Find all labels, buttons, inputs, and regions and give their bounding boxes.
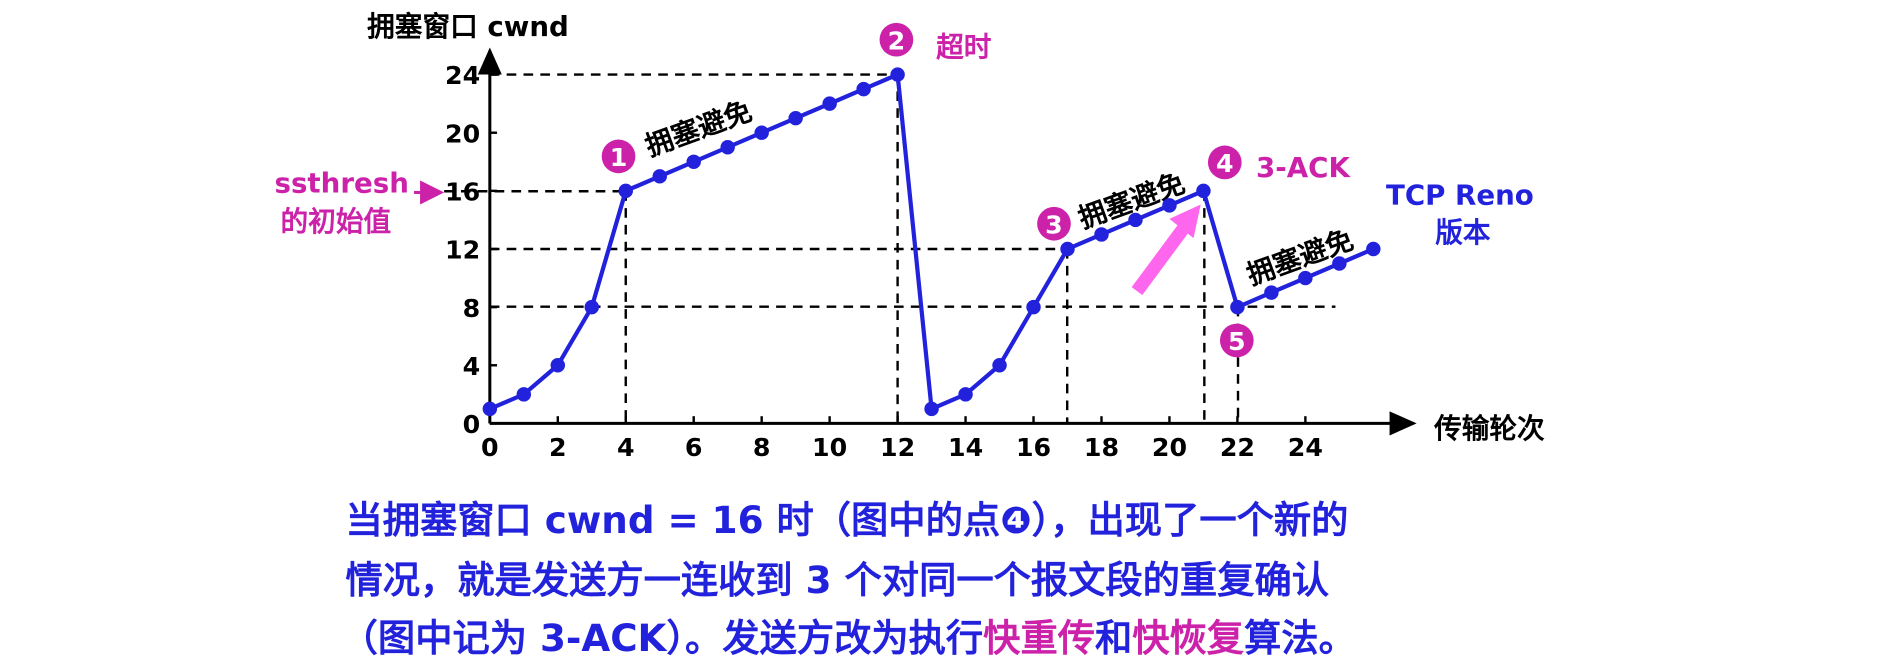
data-point bbox=[686, 154, 701, 170]
data-point bbox=[1094, 227, 1109, 242]
x-tick-label: 20 bbox=[1152, 433, 1187, 462]
data-point bbox=[1162, 198, 1177, 213]
x-tick-label: 4 bbox=[617, 433, 635, 462]
marker-label: 2 bbox=[888, 26, 906, 55]
x-tick-label: 12 bbox=[880, 433, 915, 462]
reno-label: TCP Reno bbox=[1386, 178, 1534, 211]
data-point bbox=[516, 387, 532, 402]
data-point bbox=[754, 125, 769, 140]
data-point bbox=[856, 81, 871, 97]
y-tick-label: 4 bbox=[463, 352, 481, 381]
data-point bbox=[618, 183, 633, 199]
data-point bbox=[1060, 241, 1075, 257]
ack-label: 3-ACK bbox=[1256, 151, 1351, 184]
data-point bbox=[550, 358, 566, 373]
timeout-label: 超时 bbox=[936, 31, 992, 64]
x-tick-label: 2 bbox=[549, 433, 567, 462]
data-point bbox=[992, 358, 1007, 373]
data-point bbox=[924, 401, 939, 417]
data-point bbox=[584, 299, 599, 315]
x-tick-label: 24 bbox=[1288, 433, 1323, 462]
ssthresh-label: ssthresh bbox=[275, 166, 409, 199]
x-tick-label: 16 bbox=[1016, 433, 1051, 462]
y-tick-label: 20 bbox=[445, 119, 480, 148]
data-point bbox=[1196, 183, 1211, 199]
y-tick-label: 24 bbox=[445, 61, 480, 90]
data-point bbox=[890, 67, 905, 82]
data-point bbox=[720, 140, 735, 155]
reno-label: 版本 bbox=[1435, 216, 1491, 249]
data-point bbox=[1026, 299, 1041, 315]
guides bbox=[427, 73, 1336, 424]
y-tick-label: 0 bbox=[463, 410, 481, 439]
y-tick-label: 12 bbox=[445, 236, 480, 265]
data-point bbox=[822, 96, 837, 111]
data-point bbox=[1128, 212, 1143, 228]
data-point bbox=[652, 169, 667, 184]
y-axis-label: 拥塞窗口 cwnd bbox=[367, 10, 569, 43]
marker-circle bbox=[1037, 206, 1071, 241]
data-point bbox=[1230, 299, 1245, 315]
x-tick-label: 6 bbox=[685, 433, 703, 462]
marker-circle bbox=[1219, 323, 1254, 358]
x-tick-label: 10 bbox=[812, 433, 847, 462]
x-tick-label: 18 bbox=[1084, 433, 1119, 462]
data-point bbox=[1264, 285, 1279, 300]
data-point bbox=[1366, 241, 1381, 257]
caption-segment: 当拥塞窗口 cwnd = 16 时（图中的点❹），出现了一个新的 bbox=[345, 498, 1348, 542]
x-tick-label: 14 bbox=[948, 433, 983, 462]
x-tick-label: 8 bbox=[753, 433, 771, 462]
caption-line: （图中记为 3-ACK）。发送方改为执行快重传和快恢复算法。 bbox=[341, 616, 1356, 660]
x-tick-label: 22 bbox=[1220, 433, 1255, 462]
marker-circle bbox=[1207, 145, 1242, 180]
marker-circle bbox=[879, 22, 914, 57]
y-tick-label: 8 bbox=[463, 294, 481, 323]
caption-segment: 算法。 bbox=[1244, 616, 1356, 660]
caption-segment: 情况，就是发送方一连收到 3 个对同一个报文段的重复确认 bbox=[345, 558, 1329, 602]
avoid-label: 拥塞避免 bbox=[641, 94, 756, 163]
marker-label: 3 bbox=[1045, 210, 1063, 239]
series-line bbox=[489, 71, 1375, 412]
caption-segment: 快恢复 bbox=[1132, 616, 1245, 660]
ssthresh-label: 的初始值 bbox=[281, 205, 392, 238]
y-tick-label: 16 bbox=[445, 177, 480, 206]
caption-line: 情况，就是发送方一连收到 3 个对同一个报文段的重复确认 bbox=[345, 558, 1329, 602]
marker-label: 1 bbox=[610, 143, 628, 172]
caption-line: 当拥塞窗口 cwnd = 16 时（图中的点❹），出现了一个新的 bbox=[345, 498, 1348, 542]
caption: 当拥塞窗口 cwnd = 16 时（图中的点❹），出现了一个新的情况，就是发送方… bbox=[341, 498, 1356, 660]
data-point bbox=[958, 387, 973, 402]
data-point bbox=[788, 110, 803, 126]
marker-label: 4 bbox=[1216, 149, 1234, 178]
data-point bbox=[1298, 270, 1313, 286]
data-point bbox=[482, 401, 498, 417]
caption-segment: 快重传 bbox=[983, 616, 1095, 660]
marker-label: 5 bbox=[1228, 327, 1246, 356]
caption-segment: （图中记为 3-ACK）。发送方改为执行 bbox=[341, 616, 984, 660]
data-point bbox=[1332, 256, 1347, 271]
x-axis-label: 传输轮次 bbox=[1433, 412, 1545, 445]
pink-arrow bbox=[1131, 204, 1201, 296]
caption-segment: 和 bbox=[1095, 616, 1132, 660]
x-tick-label: 0 bbox=[481, 433, 499, 462]
marker-circle bbox=[601, 139, 636, 174]
